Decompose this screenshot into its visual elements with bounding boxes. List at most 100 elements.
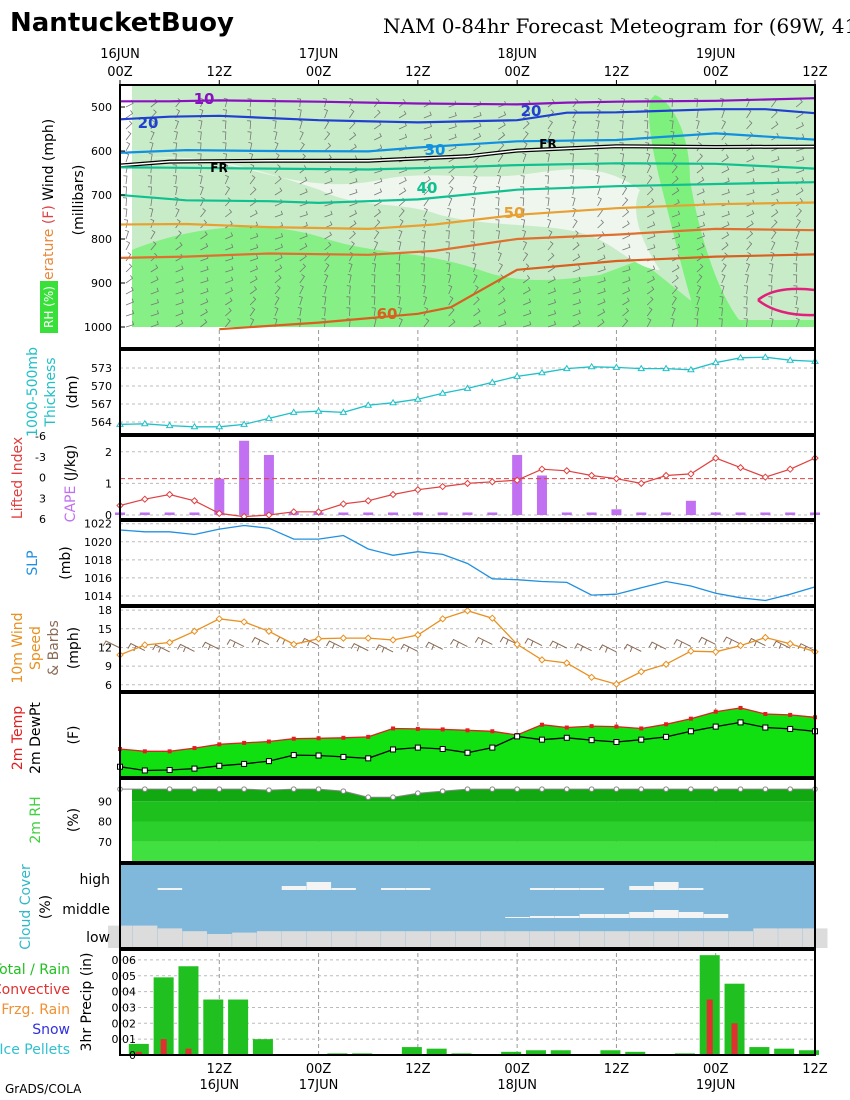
wind-barb bbox=[522, 275, 531, 284]
wind-barb bbox=[498, 320, 507, 328]
wind10m-point bbox=[314, 635, 323, 643]
wind-barb bbox=[647, 232, 656, 240]
wind-barb bbox=[696, 232, 705, 240]
rh2m-band bbox=[132, 801, 815, 822]
panel-frame bbox=[119, 84, 816, 349]
li-ylabel: Lifted Index bbox=[10, 437, 26, 519]
wind-barb bbox=[447, 208, 452, 218]
wind-barb bbox=[149, 141, 154, 152]
wind-barb bbox=[696, 153, 703, 163]
wind-barb bbox=[175, 230, 182, 240]
temp-point bbox=[639, 726, 644, 731]
panel-frame bbox=[119, 349, 816, 435]
wind-barb bbox=[174, 119, 179, 130]
wind-barb bbox=[496, 174, 502, 185]
wind-barb bbox=[172, 164, 177, 174]
temp-point bbox=[192, 746, 197, 751]
wind-barb bbox=[448, 307, 455, 317]
dewpt-point bbox=[241, 760, 248, 767]
wind-barb bbox=[274, 187, 283, 196]
wind-barb bbox=[671, 243, 681, 251]
wind-barb bbox=[349, 108, 355, 119]
wind-barb bbox=[746, 251, 752, 262]
thickness-point bbox=[463, 384, 472, 391]
contour-label: 10 bbox=[194, 90, 215, 108]
cloud-low-bar bbox=[678, 931, 704, 948]
wind-barb-10m bbox=[325, 640, 344, 649]
wind-barb bbox=[694, 98, 699, 108]
value-tick-label: 570 bbox=[91, 380, 112, 393]
precip-legend-label: Total / Rain bbox=[0, 962, 70, 978]
wind-barb bbox=[622, 318, 629, 328]
wind-barb bbox=[572, 320, 581, 328]
wind-barb bbox=[619, 131, 624, 141]
wind-barb bbox=[225, 276, 234, 284]
rh2m-point bbox=[340, 788, 347, 794]
wind-barb bbox=[795, 218, 801, 229]
rh2m-point bbox=[663, 786, 669, 792]
top-hour-label: 12Z bbox=[802, 65, 828, 80]
wind-barb bbox=[795, 98, 803, 108]
wind-barb bbox=[470, 230, 475, 240]
temp-point bbox=[713, 709, 718, 714]
wind-barb bbox=[225, 255, 234, 262]
precip-total-bar bbox=[525, 1050, 546, 1055]
wind-barb bbox=[522, 229, 527, 240]
wind-barb-10m bbox=[251, 636, 270, 646]
meteogram-title: NAM 0-84hr Forecast Meteogram for (69W, … bbox=[383, 14, 850, 38]
cloud-high-bar bbox=[381, 888, 406, 890]
temp-point bbox=[440, 727, 445, 732]
wind-barb bbox=[547, 241, 554, 251]
wind-barb bbox=[671, 306, 676, 317]
wind10m-point bbox=[339, 634, 348, 642]
wind-barb bbox=[544, 175, 549, 185]
rh2m-point bbox=[415, 790, 421, 796]
wind-barb bbox=[646, 163, 652, 174]
cloud-low-bar bbox=[604, 931, 629, 948]
wind-barb bbox=[721, 242, 729, 251]
wind-barb bbox=[547, 276, 556, 284]
wind-barb bbox=[123, 208, 128, 218]
cape-bar bbox=[487, 512, 498, 515]
wind-barb bbox=[150, 229, 156, 240]
precip-total-bar bbox=[153, 977, 174, 1055]
wind-barb bbox=[795, 187, 804, 196]
wind-barb-10m bbox=[723, 636, 741, 645]
top-date-label: 16JUN bbox=[100, 47, 140, 62]
wind-barb bbox=[646, 175, 653, 185]
wind-barb bbox=[321, 307, 326, 317]
panel-frame bbox=[119, 692, 816, 778]
wind-barb bbox=[620, 109, 625, 119]
wind-barb bbox=[299, 242, 308, 251]
wind-barb bbox=[247, 109, 252, 119]
wind-barb bbox=[796, 122, 804, 130]
value-tick-label: 6 bbox=[105, 679, 112, 692]
li-point bbox=[339, 500, 348, 508]
wind-barb bbox=[571, 130, 576, 141]
cloud-low-bar bbox=[281, 931, 307, 948]
wind-barb bbox=[225, 287, 234, 295]
wind-barb bbox=[821, 134, 829, 140]
wind-barb bbox=[247, 120, 252, 130]
wind-barb bbox=[597, 265, 606, 273]
wind-barb bbox=[299, 142, 305, 152]
wind-barb bbox=[569, 153, 574, 163]
top-date-label: 18JUN bbox=[497, 47, 537, 62]
wind-barb bbox=[696, 211, 705, 218]
wind-barb bbox=[769, 318, 774, 328]
wind10-ylabel: & Barbs bbox=[46, 620, 62, 676]
wind-barb bbox=[249, 265, 259, 273]
temp-point bbox=[242, 740, 247, 745]
wind-barb-10m bbox=[400, 643, 419, 653]
upper-air-field bbox=[120, 85, 829, 331]
temp-point bbox=[465, 728, 470, 733]
wind-barb-10m bbox=[177, 643, 195, 653]
cloud-middle-bar bbox=[703, 914, 729, 918]
precip-convective-bar bbox=[135, 1051, 142, 1055]
wind-barb bbox=[572, 218, 578, 229]
temp-contour bbox=[120, 108, 815, 124]
cloud-low-bar bbox=[430, 931, 456, 948]
wind-barb bbox=[523, 321, 532, 328]
temp-point bbox=[167, 749, 172, 754]
wind-barb bbox=[423, 207, 428, 218]
